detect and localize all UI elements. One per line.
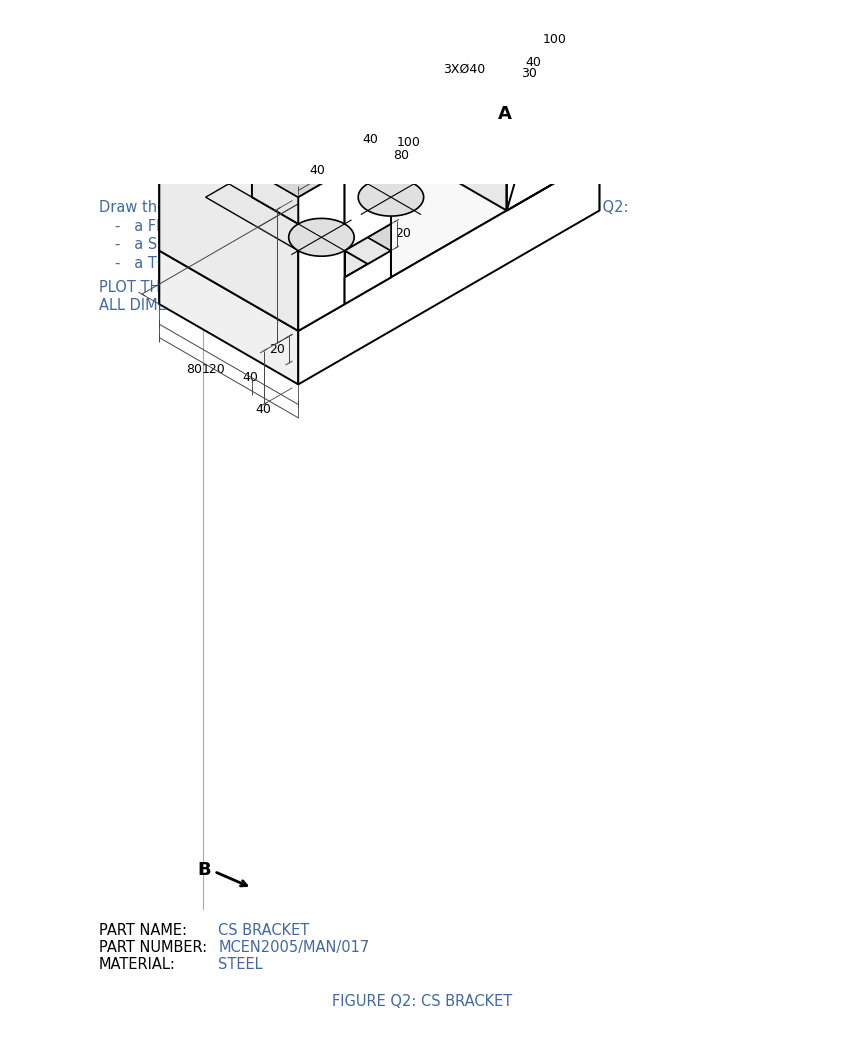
Text: PART NAME:: PART NAME: [99, 922, 187, 937]
Polygon shape [374, 0, 516, 46]
Polygon shape [454, 0, 595, 5]
Text: Draw the following orthographic views of the object shown in Figure Q2:: Draw the following orthographic views of… [99, 200, 627, 215]
Polygon shape [205, 143, 391, 251]
Text: 20: 20 [269, 343, 285, 356]
Polygon shape [506, 0, 598, 211]
Polygon shape [160, 63, 252, 251]
Text: MATERIAL:: MATERIAL: [99, 957, 176, 972]
Text: 100: 100 [542, 33, 566, 45]
Polygon shape [160, 63, 391, 197]
Text: 40: 40 [275, 216, 291, 229]
Text: B: B [197, 861, 211, 879]
Text: 80: 80 [392, 148, 408, 162]
Polygon shape [298, 157, 598, 384]
Polygon shape [367, 0, 506, 77]
Polygon shape [252, 143, 391, 251]
Polygon shape [160, 77, 460, 304]
Text: 100: 100 [251, 270, 274, 282]
Text: 260: 260 [284, 208, 308, 222]
Text: 120: 120 [202, 363, 225, 376]
Text: 80: 80 [186, 363, 202, 376]
Text: STEEL: STEEL [218, 957, 262, 972]
Polygon shape [396, 0, 540, 11]
Polygon shape [160, 251, 298, 384]
Polygon shape [460, 77, 598, 211]
Polygon shape [402, 0, 546, 5]
Text: -   a FRONT view from A: - a FRONT view from A [115, 219, 289, 235]
Polygon shape [160, 117, 298, 331]
Text: FIGURE Q2: CS BRACKET: FIGURE Q2: CS BRACKET [332, 994, 511, 1009]
Text: A: A [497, 104, 511, 122]
Polygon shape [459, 0, 598, 23]
Polygon shape [358, 178, 423, 216]
Polygon shape [252, 63, 391, 224]
Polygon shape [368, 0, 508, 69]
Polygon shape [460, 0, 598, 157]
Polygon shape [534, 26, 571, 74]
Text: 40: 40 [524, 56, 540, 68]
Polygon shape [205, 171, 391, 277]
Polygon shape [367, 37, 506, 117]
Polygon shape [367, 37, 460, 131]
Polygon shape [369, 0, 510, 62]
Polygon shape [298, 171, 344, 331]
Polygon shape [460, 37, 506, 103]
Text: 100: 100 [396, 136, 419, 150]
Text: 80: 80 [560, 0, 576, 2]
Text: 30: 30 [521, 67, 536, 80]
Polygon shape [457, 0, 597, 11]
Polygon shape [367, 0, 506, 211]
Text: 40: 40 [242, 372, 258, 384]
Text: -   a TOP view: - a TOP view [115, 256, 215, 271]
Polygon shape [377, 0, 520, 39]
Polygon shape [344, 251, 391, 304]
Polygon shape [386, 0, 529, 24]
Text: CS BRACKET: CS BRACKET [218, 922, 309, 937]
Text: 40: 40 [309, 164, 325, 177]
Polygon shape [367, 0, 460, 131]
Text: PLOT THE DRAWING ON A SCALE OF 1:2: PLOT THE DRAWING ON A SCALE OF 1:2 [99, 279, 390, 295]
Polygon shape [529, 20, 576, 80]
Polygon shape [371, 0, 512, 55]
Polygon shape [391, 0, 535, 17]
Polygon shape [289, 218, 354, 256]
Text: 20: 20 [395, 227, 411, 240]
Polygon shape [381, 0, 524, 32]
Text: MCEN2005/MAN/017: MCEN2005/MAN/017 [218, 940, 369, 955]
Polygon shape [252, 171, 391, 277]
Text: 3XØ40: 3XØ40 [442, 63, 484, 76]
Polygon shape [414, 63, 506, 157]
Text: 40: 40 [362, 133, 378, 146]
Text: ALL DIMENSIONS ARE IN MILLIMETRES: ALL DIMENSIONS ARE IN MILLIMETRES [99, 298, 376, 313]
Text: -   a SIDE view from B: - a SIDE view from B [115, 238, 273, 253]
Text: 40: 40 [256, 403, 271, 416]
Text: PART NUMBER:: PART NUMBER: [99, 940, 207, 955]
Polygon shape [344, 143, 391, 251]
Polygon shape [458, 0, 598, 17]
Polygon shape [160, 77, 598, 331]
